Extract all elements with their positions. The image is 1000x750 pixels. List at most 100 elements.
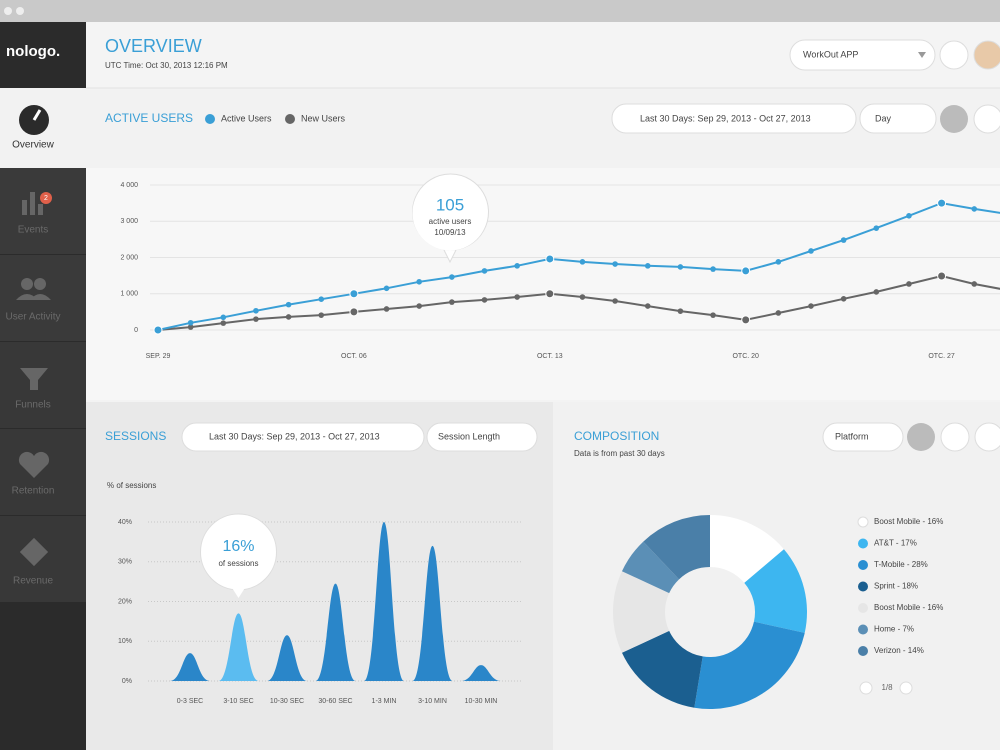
session-bar: [364, 522, 404, 681]
icon-users: [34, 278, 46, 290]
section-title: COMPOSITION: [574, 429, 659, 443]
date-range-label: Last 30 Days: Sep 29, 2013 - Oct 27, 201…: [209, 431, 380, 441]
data-point: [906, 213, 912, 219]
y-tick-label: 30%: [118, 559, 132, 566]
tooltip-date: 10/09/13: [434, 228, 466, 237]
data-point: [349, 289, 359, 299]
donut-slice: [744, 549, 807, 633]
pagination: 1/8: [881, 683, 893, 692]
nav-item[interactable]: [0, 516, 86, 602]
metric-select[interactable]: [426, 422, 538, 452]
legend-label: Sprint - 18%: [874, 582, 918, 591]
data-point: [514, 294, 520, 300]
x-tick-label: 10-30 SEC: [270, 698, 304, 705]
donut-slice: [643, 515, 710, 580]
tooltip-text: active users: [429, 217, 472, 226]
tooltip-text: of sessions: [218, 559, 258, 568]
legend-marker: [858, 624, 868, 635]
icon-revenue: [19, 537, 49, 567]
sessions-panel: [86, 402, 553, 750]
download-button[interactable]: [939, 40, 969, 70]
legend-label: Boost Mobile - 16%: [874, 603, 943, 612]
badge: [40, 192, 52, 204]
date-range-label: Last 30 Days: Sep 29, 2013 - Oct 27, 201…: [640, 113, 811, 123]
data-point: [710, 312, 716, 318]
data-point: [808, 248, 814, 254]
data-point: [481, 268, 488, 274]
y-tick-label: 0%: [122, 678, 132, 685]
session-bar: [412, 545, 453, 681]
data-point: [545, 254, 555, 264]
data-point: [318, 312, 325, 318]
date-range-select[interactable]: [611, 103, 857, 134]
session-bar: [267, 635, 307, 681]
data-point: [775, 259, 782, 265]
nav-label: Retention: [12, 486, 55, 497]
data-point: [545, 289, 555, 299]
avatar[interactable]: [973, 40, 1000, 70]
data-point: [285, 314, 292, 320]
y-tick-label: 3 000: [120, 218, 138, 225]
x-tick-label: 3-10 SEC: [223, 698, 253, 705]
legend-label: Verizon - 14%: [874, 646, 924, 655]
legend-marker: [285, 114, 295, 124]
window-dot: [16, 7, 24, 15]
interval-select[interactable]: [859, 103, 937, 134]
icon-users: [21, 278, 33, 290]
logo-area: [0, 22, 86, 88]
icon-funnel: [20, 368, 48, 390]
nav-item[interactable]: [0, 429, 86, 515]
x-tick-label: 3-10 MIN: [418, 698, 447, 705]
menu-button[interactable]: [974, 422, 1000, 452]
data-point: [741, 266, 751, 276]
data-point: [416, 278, 423, 285]
donut-slice: [621, 630, 703, 708]
logo: nologo.: [6, 43, 60, 60]
x-tick-label: OCT. 13: [537, 353, 563, 360]
data-point: [579, 259, 586, 265]
legend-label: Boost Mobile - 16%: [874, 517, 943, 526]
data-point: [644, 263, 651, 269]
app-select[interactable]: [789, 39, 936, 71]
badge-count: 2: [44, 195, 48, 202]
legend-marker: [858, 538, 868, 549]
data-point: [220, 320, 227, 326]
page-up[interactable]: [899, 681, 913, 695]
window-dot: [4, 7, 12, 15]
x-tick-label: OCT. 06: [341, 353, 367, 360]
y-tick-label: 20%: [118, 598, 132, 605]
session-bar: [170, 653, 210, 681]
section-title: SESSIONS: [105, 429, 166, 443]
page-down[interactable]: [859, 681, 873, 695]
data-point: [349, 307, 359, 317]
data-point: [840, 237, 847, 243]
data-point: [971, 206, 978, 212]
data-point: [937, 271, 947, 281]
nav-label: Funnels: [15, 400, 51, 411]
legend-label: New Users: [301, 113, 346, 123]
session-bar: [461, 665, 501, 681]
data-point: [416, 303, 423, 309]
icon-events: [22, 200, 27, 215]
data-point: [612, 298, 618, 304]
nav-item[interactable]: [0, 342, 86, 428]
tooltip-value: 16%: [222, 538, 254, 555]
metric-label: Session Length: [438, 431, 500, 441]
data-point: [383, 285, 390, 292]
y-tick-label: 4 000: [120, 182, 138, 189]
legend-marker: [857, 516, 869, 528]
icon-users: [16, 294, 51, 300]
bar-view-button[interactable]: [940, 422, 970, 452]
x-tick-label: OTC. 20: [732, 353, 759, 360]
menu-button[interactable]: [973, 104, 1000, 134]
legend-label: AT&T - 17%: [874, 539, 917, 548]
pie-view-button[interactable]: [907, 423, 935, 451]
data-point: [808, 303, 814, 309]
filter-select[interactable]: [822, 422, 904, 452]
line-view-button[interactable]: [940, 105, 968, 133]
date-range-select[interactable]: [181, 422, 425, 452]
donut-slice: [710, 515, 784, 583]
interval-label: Day: [875, 113, 892, 123]
data-point: [775, 310, 782, 316]
tooltip-value: 105: [436, 195, 464, 214]
